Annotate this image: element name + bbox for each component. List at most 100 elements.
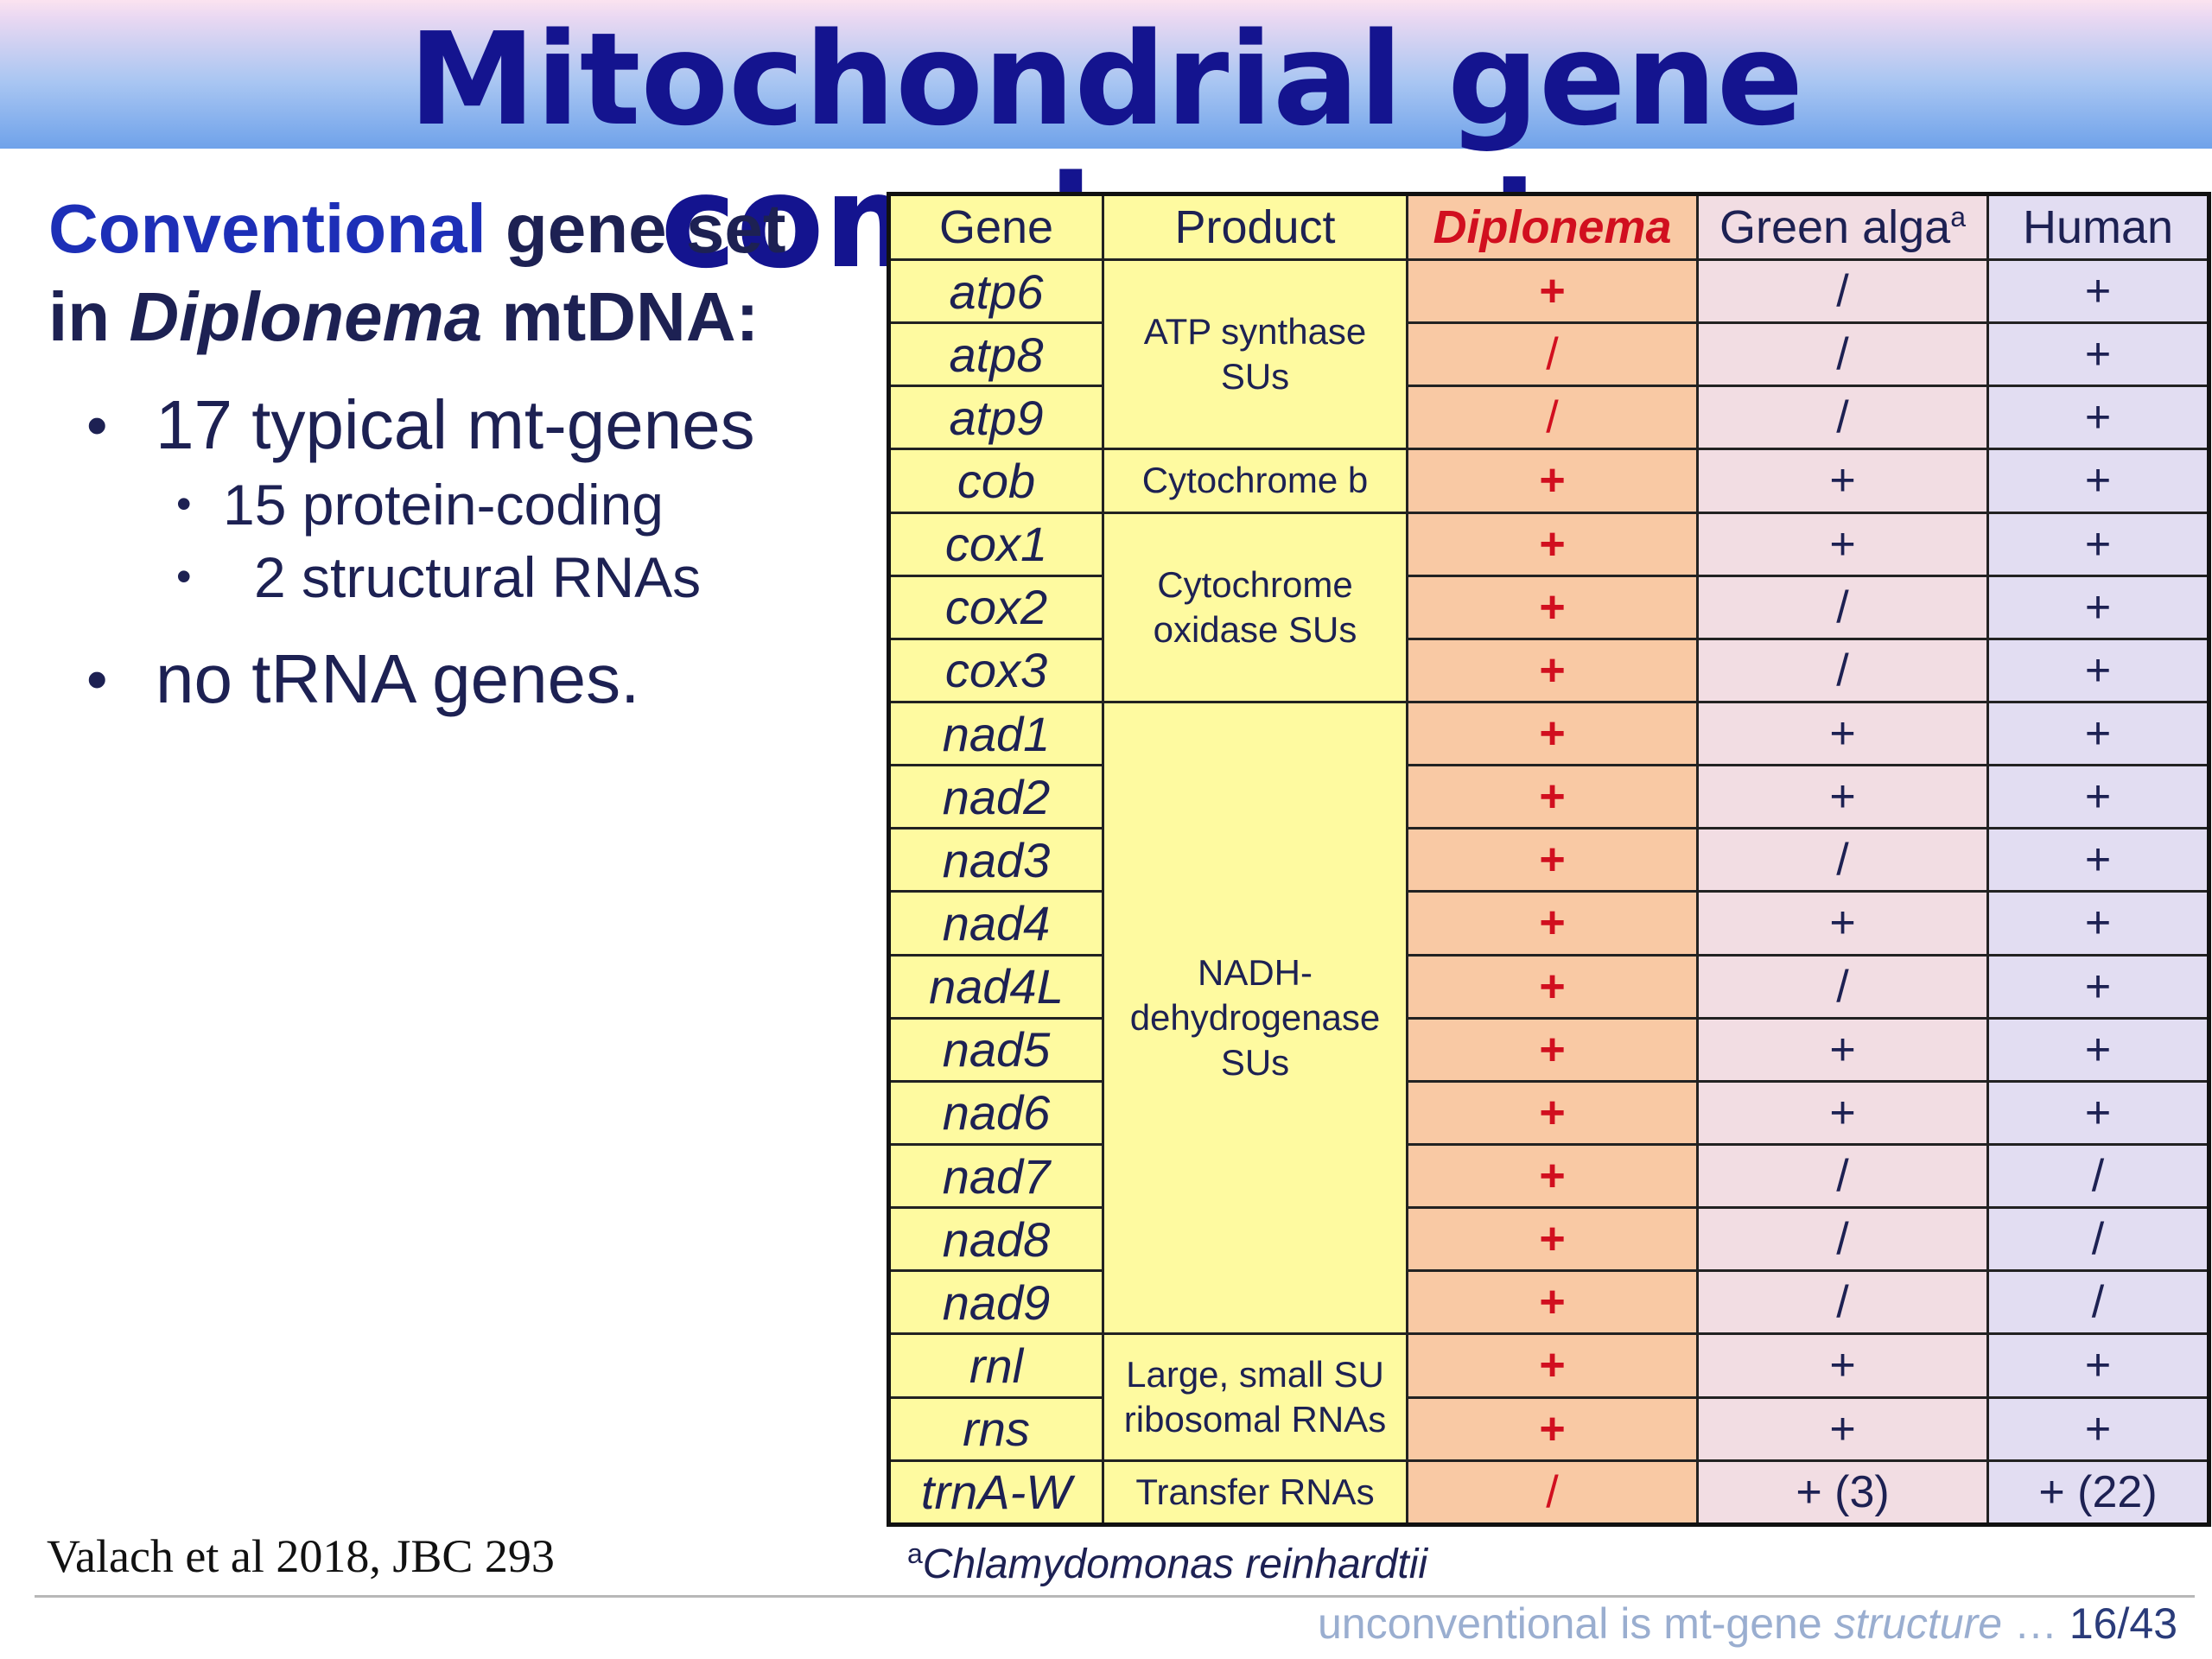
sub-bullet-protein-coding: 15 protein-coding (223, 473, 664, 537)
table-row: trnA-W Transfer RNAs / + (3) + (22) (887, 1459, 2210, 1527)
gene-cell: nad7 (887, 1142, 1104, 1210)
gene-cell: trnA-W (887, 1459, 1104, 1527)
human-cell: / (1986, 1269, 2210, 1336)
human-cell: + (1986, 637, 2210, 703)
alga-cell: / (1696, 637, 1989, 703)
gene-cell: atp8 (887, 321, 1104, 388)
table-row: cox1 Cytochrome oxidase SUs + + + (887, 511, 2210, 703)
human-cell: + (1986, 827, 2210, 893)
product-line: dehydrogenase (1129, 997, 1381, 1039)
gene-cell: nad4L (887, 953, 1104, 1020)
human-cell: + (1986, 1079, 2210, 1146)
diplonema-cell: + (1406, 827, 1699, 893)
table-row: nad2 + + + (887, 764, 2210, 830)
product-cell: NADH-dehydrogenase SUs (1102, 700, 1408, 1336)
heading-line2-post: mtDNA: (482, 278, 760, 355)
title-band (0, 0, 2212, 149)
alga-cell: / (1696, 574, 1989, 640)
bullet-dot: • (86, 391, 108, 459)
section-heading: Conventional gene set in Diplonema mtDNA… (48, 185, 861, 361)
sub-bullet-dot: • (176, 552, 192, 601)
gene-cell: nad6 (887, 1079, 1104, 1146)
alga-cell: + (1696, 511, 1989, 577)
table-row: nad7 + / / (887, 1142, 2210, 1210)
diplonema-cell: + (1406, 448, 1699, 514)
header-product: Product (1102, 193, 1408, 261)
table-row: nad5 + + + (887, 1016, 2210, 1083)
human-cell: + (1986, 700, 2210, 767)
diplonema-cell: + (1406, 637, 1699, 703)
alga-cell: / (1696, 827, 1989, 893)
diplonema-cell: + (1406, 1142, 1699, 1210)
gene-cell: rnl (887, 1332, 1104, 1399)
gene-cell: nad2 (887, 764, 1104, 830)
product-line: ATP synthase (1143, 311, 1367, 353)
human-cell: + (1986, 1016, 2210, 1083)
heading-rest: gene set (486, 190, 786, 267)
gene-cell: cox2 (887, 574, 1104, 640)
product-line: SUs (1220, 1042, 1290, 1084)
table-row: cox3 + / + (887, 637, 2210, 703)
table-row: cox2 + / + (887, 574, 2210, 640)
product-line: Cytochrome (1157, 563, 1353, 605)
alga-cell: + (1696, 1079, 1989, 1146)
alga-cell: + (1696, 890, 1989, 957)
alga-cell: + (1696, 448, 1989, 514)
gene-cell: atp6 (887, 257, 1104, 325)
alga-cell: / (1696, 257, 1989, 325)
human-cell: + (1986, 574, 2210, 640)
alga-cell: + (1696, 1395, 1989, 1462)
page-number: 16/43 (2069, 1599, 2177, 1648)
gene-cell: nad1 (887, 700, 1104, 767)
alga-cell: / (1696, 321, 1989, 388)
gene-cell: nad5 (887, 1016, 1104, 1083)
alga-cell: / (1696, 1142, 1989, 1210)
table-row: cob Cytochrome b + + + (887, 448, 2210, 514)
table-row: atp9// + (887, 385, 2210, 451)
alga-cell: + (3) (1696, 1459, 1989, 1527)
footer-italic: structure (1834, 1599, 2003, 1648)
table-row: nad8 + / / (887, 1206, 2210, 1273)
human-cell: + (1986, 1395, 2210, 1462)
product-cell: ATP synthase SUs (1102, 257, 1408, 451)
human-cell: + (1986, 448, 2210, 514)
header-human: Human (1986, 193, 2210, 261)
gene-cell: rns (887, 1395, 1104, 1462)
table-row: atp6 ATP synthase SUs + / + (887, 257, 2210, 451)
sub-bullet-structural-rnas: 2 structural RNAs (254, 545, 702, 609)
diplonema-cell: + (1406, 1395, 1699, 1462)
header-green-alga-label: Green alga (1719, 201, 1951, 253)
product-cell: Large, small SU ribosomal RNAs (1102, 1332, 1408, 1462)
diplonema-cell: + (1406, 764, 1699, 830)
diplonema-cell: + (1406, 1269, 1699, 1336)
gene-table: Gene Product Diplonema Green algaa Human… (887, 192, 2211, 1527)
alga-cell: / (1696, 1206, 1989, 1273)
header-green-alga-sup: a (1950, 201, 1966, 232)
human-cell: / (1986, 1142, 2210, 1210)
alga-cell: + (1696, 764, 1989, 830)
human-cell: + (1986, 257, 2210, 325)
footer-text: unconventional is mt-gene (1317, 1599, 1834, 1648)
human-cell: + (1986, 511, 2210, 577)
gene-cell: nad4 (887, 890, 1104, 957)
table-row: nad3 + / + (887, 827, 2210, 893)
product-cell: Cytochrome b (1102, 448, 1408, 514)
product-cell: Transfer RNAs (1102, 1459, 1408, 1527)
sub-bullet-dot: • (176, 480, 192, 528)
alga-cell: / (1696, 385, 1989, 451)
diplonema-cell: + (1406, 1206, 1699, 1273)
human-cell: + (1986, 321, 2210, 388)
human-cell: + (22) (1986, 1459, 2210, 1527)
table-footnote: aChlamydomonas reinhardtii (907, 1538, 1427, 1588)
diplonema-cell: + (1406, 257, 1699, 325)
gene-cell: cob (887, 448, 1104, 514)
bullet-typical-genes: 17 typical mt-genes (156, 386, 755, 463)
diplonema-cell: + (1406, 953, 1699, 1020)
footer-divider (35, 1595, 2195, 1598)
heading-line2-pre: in (48, 278, 130, 355)
diplonema-cell: / (1406, 1459, 1699, 1527)
product-line: oxidase SUs (1153, 608, 1357, 650)
table-row: nad4L + / + (887, 953, 2210, 1020)
alga-cell: + (1696, 1016, 1989, 1083)
gene-cell: cox3 (887, 637, 1104, 703)
